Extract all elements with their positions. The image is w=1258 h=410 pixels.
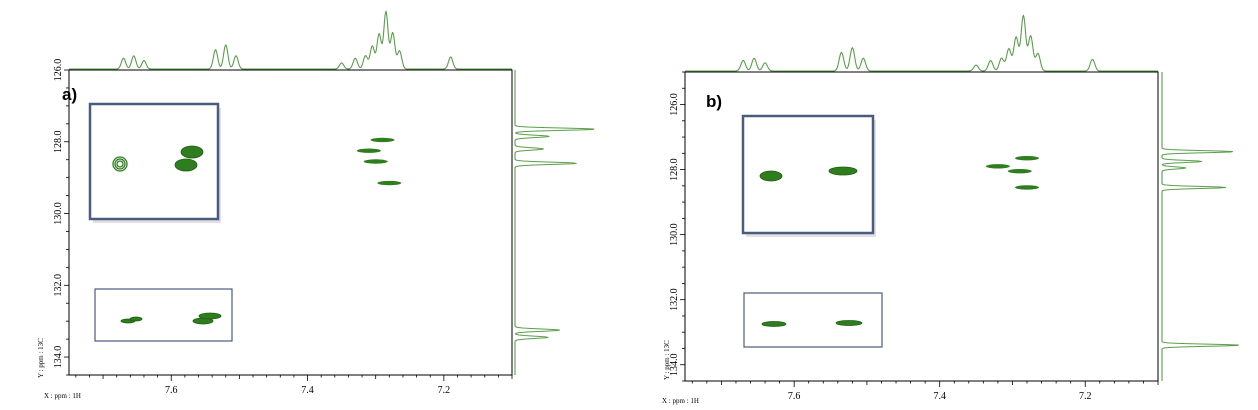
cross-peak — [1015, 155, 1040, 161]
y-tick-label: 128.0 — [669, 158, 680, 181]
x-tick-label: 7.2 — [438, 385, 451, 396]
x-tick-label: 7.6 — [788, 391, 801, 402]
cross-peaks — [985, 155, 1040, 190]
x-axis: 7.6 7.4 7.2 — [75, 375, 513, 396]
y-tick-label: 134.0 — [53, 346, 64, 369]
cross-peak — [370, 137, 395, 143]
cross-peak — [377, 180, 402, 186]
y-tick-label: 126.0 — [669, 93, 680, 116]
inset-peak — [835, 320, 863, 326]
hsqc-panel-a: 126.0 128.0 130.0 132.0 134.0 7.6 7.4 7.2 a) X… — [37, 9, 595, 400]
inset-peak — [761, 321, 787, 327]
y-tick-label: 132.0 — [669, 288, 680, 311]
x-axis: 7.6 7.4 7.2 — [691, 381, 1159, 402]
cross-peak — [1015, 185, 1040, 190]
cross-peak — [356, 148, 381, 153]
inset-peak — [759, 170, 783, 182]
y-axis-title: Y : ppm : 13C — [663, 340, 671, 380]
x-tick-label: 7.2 — [1079, 391, 1092, 402]
x-axis-title: X : ppm : 1H — [662, 397, 699, 405]
proj-13c-trace — [1161, 72, 1239, 381]
inset-peak — [112, 156, 128, 172]
x-axis-title: X : ppm : 1H — [44, 392, 81, 400]
proj-13c-trace-group — [514, 70, 595, 375]
inset-peak — [180, 145, 204, 159]
plot-frame — [684, 71, 1159, 382]
x-tick-label: 7.4 — [933, 391, 946, 402]
panel-label: b) — [706, 92, 722, 111]
proj-13c-trace-group — [1161, 72, 1239, 381]
x-tick-label: 7.6 — [165, 385, 178, 396]
x-tick-label: 7.4 — [301, 385, 314, 396]
y-tick-label: 132.0 — [53, 274, 64, 297]
y-tick-label: 126.0 — [53, 59, 64, 82]
proj-1h-trace-group — [69, 9, 512, 70]
y-axis-title: Y : ppm : 13C — [37, 338, 45, 378]
proj-1h-trace — [685, 14, 1158, 72]
y-tick-label: 128.0 — [53, 131, 64, 154]
inset-peak — [174, 158, 198, 172]
inset-box — [88, 102, 220, 221]
inset-peak — [828, 166, 858, 176]
cross-peak — [1007, 169, 1032, 174]
panel-label: a) — [62, 85, 77, 104]
insets — [741, 114, 883, 348]
y-tick-label: 130.0 — [53, 202, 64, 225]
proj-1h-trace — [69, 9, 512, 70]
inset-peak — [114, 158, 126, 170]
inset-peak — [129, 316, 143, 322]
y-axis: 126.0 128.0 130.0 132.0 134.0 — [53, 59, 69, 376]
insets — [88, 102, 233, 342]
cross-peak — [363, 159, 388, 164]
hsqc-panel-b: 126.0 128.0 130.0 132.0 134.0 7.6 7.4 7.2 b) X… — [662, 14, 1239, 405]
proj-1h-trace-group — [685, 14, 1158, 72]
inset-peak — [116, 160, 124, 168]
cross-peak — [985, 164, 1010, 169]
y-axis: 126.0 128.0 130.0 132.0 134.0 — [669, 71, 685, 382]
cross-peaks — [356, 137, 402, 186]
plot-frame — [68, 69, 513, 376]
y-tick-label: 130.0 — [669, 223, 680, 246]
inset-peak — [198, 312, 222, 320]
proj-13c-trace — [514, 70, 595, 375]
y-tick-label: 134.0 — [669, 353, 680, 376]
inset-box — [743, 292, 883, 348]
